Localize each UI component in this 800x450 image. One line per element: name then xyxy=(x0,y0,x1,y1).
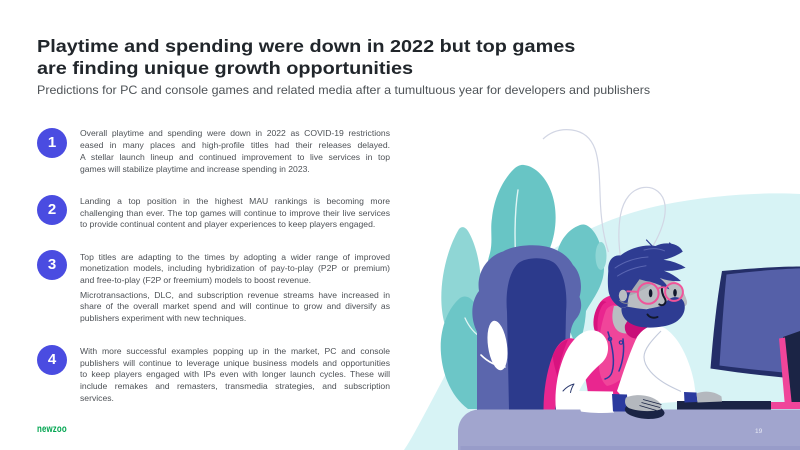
svg-text:19: 19 xyxy=(755,428,763,435)
